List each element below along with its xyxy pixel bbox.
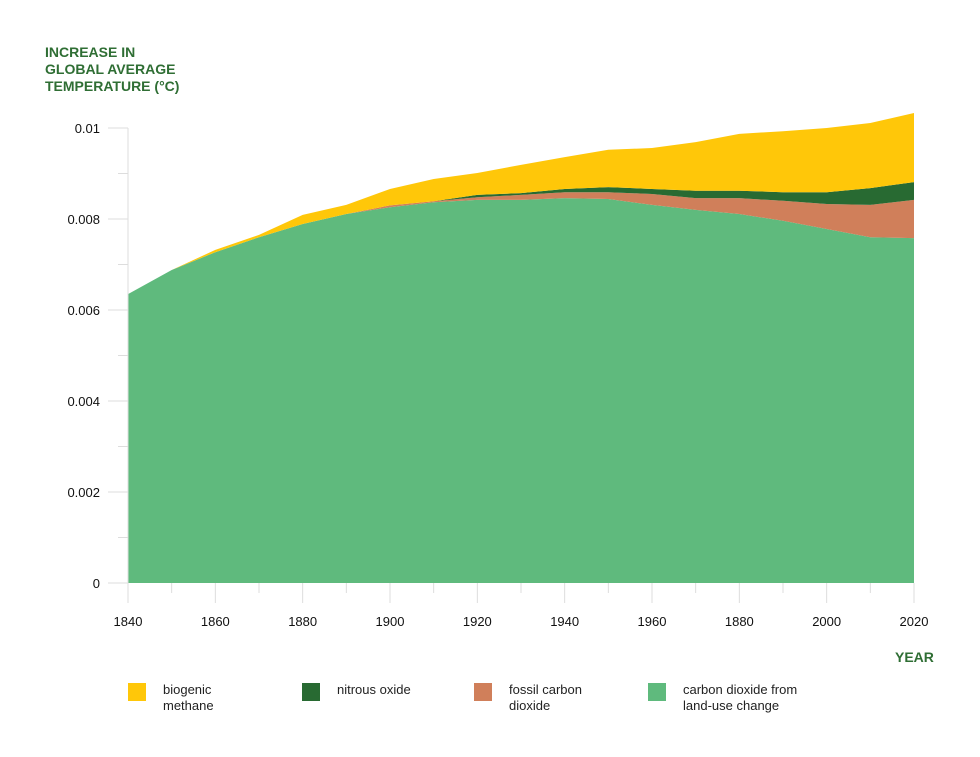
legend-label: carbon dioxide from land-use change [683,682,798,713]
x-tick-label: 1840 [114,614,143,629]
area-biogenic-methane [128,113,914,295]
y-axis-title: INCREASE IN GLOBAL AVERAGE TEMPERATURE (… [45,44,180,94]
legend-swatch [648,683,666,701]
x-tick-label: 2020 [900,614,929,629]
y-tick-label: 0.002 [67,485,100,500]
legend-swatch [302,683,320,701]
x-tick-label: 1960 [638,614,667,629]
legend-label: biogenic methane [163,682,214,713]
x-tick-label: 2000 [812,614,841,629]
legend-item-nitrous-oxide: nitrous oxide [302,682,487,701]
x-tick-label: 1940 [550,614,579,629]
legend-item-biogenic-methane: biogenic methane [128,682,313,714]
y-tick-label: 0.008 [67,212,100,227]
y-tick-label: 0.01 [75,121,100,136]
x-tick-label: 1880 [725,614,754,629]
y-tick-label: 0 [93,576,100,591]
x-tick-label: 1900 [376,614,405,629]
legend-swatch [128,683,146,701]
x-tick-label: 1880 [288,614,317,629]
area-nitrous-oxide [128,182,914,295]
x-axis-title: YEAR [895,649,934,665]
legend-item-carbon-dioxide-land-use: carbon dioxide from land-use change [648,682,833,714]
legend-item-fossil-carbon-dioxide: fossil carbon dioxide [474,682,659,714]
y-tick-label: 0.004 [67,394,100,409]
legend-swatch [474,683,492,701]
y-tick-label: 0.006 [67,303,100,318]
legend-label: nitrous oxide [337,682,411,697]
legend-label: fossil carbon dioxide [509,682,582,713]
area-carbon-dioxide-from-land-use-change [128,198,914,583]
x-tick-label: 1860 [201,614,230,629]
x-tick-label: 1920 [463,614,492,629]
